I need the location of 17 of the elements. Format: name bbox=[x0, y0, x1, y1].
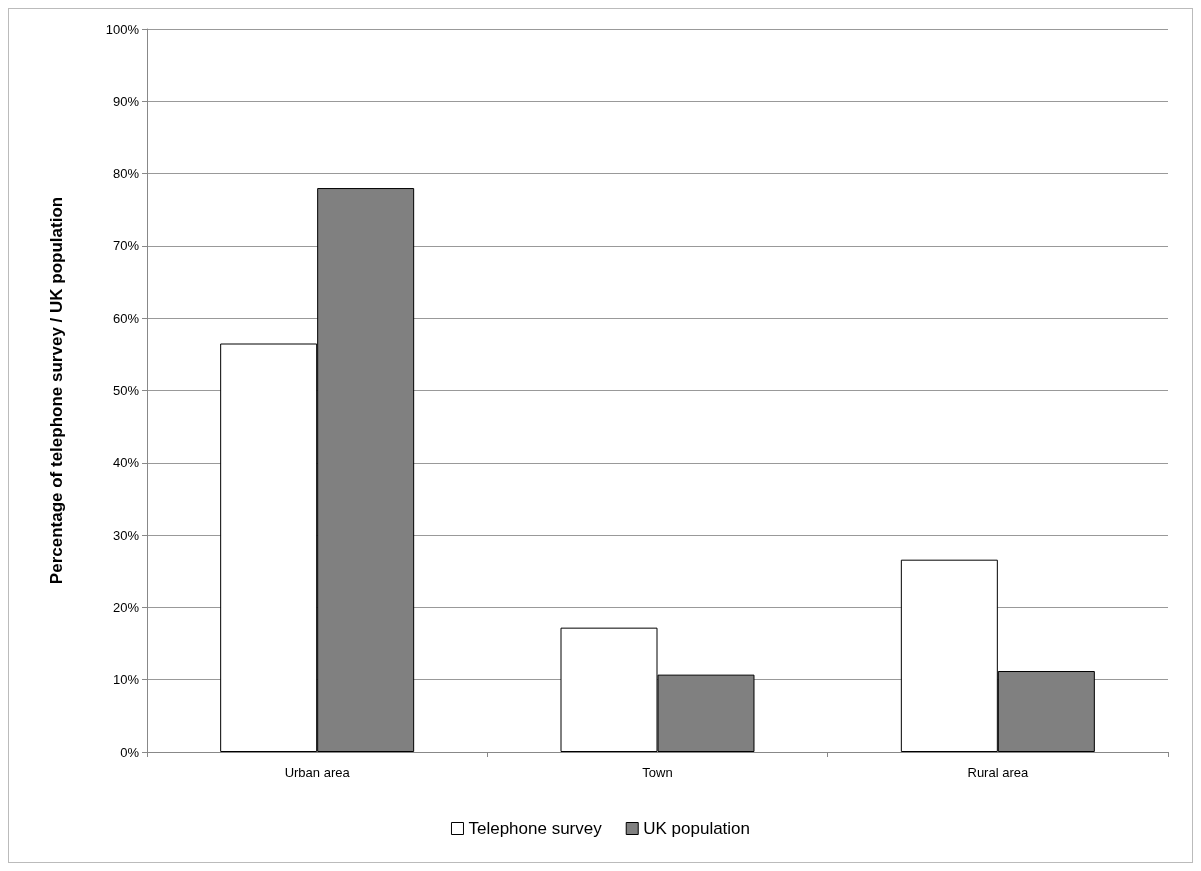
y-tick-label: 50% bbox=[112, 383, 140, 398]
y-tick-label: 0% bbox=[120, 744, 140, 760]
x-tick-label: Urban area bbox=[284, 765, 351, 780]
x-tick-label: Town bbox=[642, 765, 673, 780]
y-tick-label: 30% bbox=[112, 527, 140, 543]
y-tick-label: 10% bbox=[112, 672, 140, 688]
legend-label: UK population bbox=[643, 819, 751, 838]
y-tick-label: 60% bbox=[112, 310, 140, 326]
y-axis-title: Percentage of telephone survey / UK population bbox=[47, 196, 66, 585]
x-tick-label: Rural area bbox=[967, 765, 1029, 780]
y-tick-label: 90% bbox=[112, 93, 140, 109]
y-tick-label: 80% bbox=[112, 166, 140, 182]
y-tick-label: 20% bbox=[112, 599, 140, 615]
legend-label: Telephone survey bbox=[468, 819, 603, 838]
y-tick-label: 40% bbox=[112, 455, 140, 471]
y-tick-label: 100% bbox=[105, 21, 140, 37]
y-tick-label: 70% bbox=[112, 238, 140, 254]
